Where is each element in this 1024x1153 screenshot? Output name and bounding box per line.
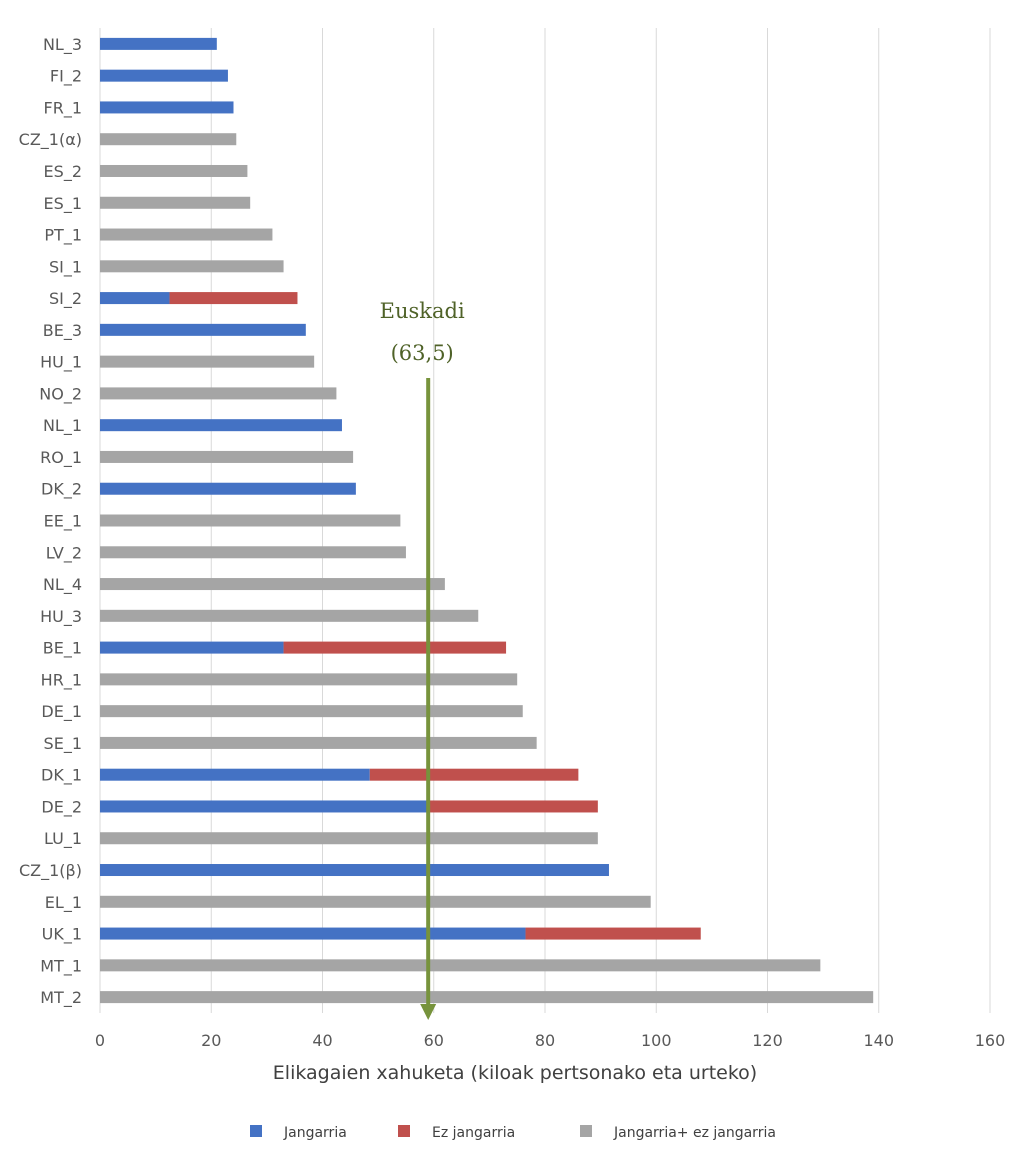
x-tick-label: 60: [424, 1031, 444, 1050]
bar-dk-1-jangarria: [100, 768, 370, 781]
bar-no-2-jangarria-ez-jangarria: [100, 387, 337, 400]
category-label: SI_1: [49, 257, 82, 277]
legend-swatch-jangarria-ez-jangarria: [580, 1125, 592, 1137]
bar-mt-1-jangarria-ez-jangarria: [100, 959, 821, 972]
bar-be-1-ez-jangarria: [283, 641, 507, 654]
category-label: DE_1: [41, 702, 82, 722]
category-label: FR_1: [44, 98, 83, 118]
category-label: HU_3: [40, 607, 82, 627]
category-label: SE_1: [44, 734, 82, 754]
annotation-label: Euskadi: [380, 299, 465, 323]
category-label: EE_1: [44, 512, 82, 532]
bar-lu-1-jangarria-ez-jangarria: [100, 832, 598, 845]
category-label: LV_2: [46, 543, 82, 563]
bar-nl-4-jangarria-ez-jangarria: [100, 578, 445, 591]
x-axis-title: Elikagaien xahuketa (kiloak pertsonako e…: [273, 1062, 757, 1084]
gridlines: [99, 28, 991, 1013]
euskadi-annotation: Euskadi (63,5): [380, 299, 465, 1020]
category-label: LU_1: [44, 829, 82, 849]
legend-swatch-jangarria: [250, 1125, 262, 1137]
category-label: NL_1: [43, 416, 82, 436]
bar-pt-1-jangarria-ez-jangarria: [100, 228, 273, 241]
bar-cz-1-jangarria: [100, 864, 609, 877]
bar-nl-3-jangarria: [100, 37, 217, 50]
bar-cz-1-jangarria-ez-jangarria: [100, 133, 237, 146]
legend: Jangarria Ez jangarria Jangarria+ ez janga…: [250, 1125, 776, 1141]
category-label: CZ_1(β): [19, 861, 82, 881]
category-label: ES_2: [44, 162, 82, 182]
annotation-value: (63,5): [391, 341, 454, 365]
category-label: HU_1: [40, 353, 82, 373]
bar-si-2-ez-jangarria: [169, 292, 298, 305]
bar-ee-1-jangarria-ez-jangarria: [100, 514, 401, 527]
bar-uk-1-ez-jangarria: [525, 927, 701, 940]
x-tick-label: 100: [641, 1031, 672, 1050]
category-label: DK_1: [41, 766, 82, 786]
bar-mt-2-jangarria-ez-jangarria: [100, 991, 874, 1004]
x-tick-label: 80: [535, 1031, 555, 1050]
category-label: BE_1: [43, 639, 82, 659]
bar-hu-1-jangarria-ez-jangarria: [100, 355, 315, 368]
category-label: HR_1: [41, 670, 82, 690]
x-tick-label: 20: [201, 1031, 221, 1050]
category-label: DE_2: [41, 797, 82, 817]
bar-es-1-jangarria-ez-jangarria: [100, 196, 251, 209]
bar-fr-1-jangarria: [100, 101, 234, 114]
category-label: PT_1: [44, 226, 82, 246]
category-label: BE_3: [43, 321, 82, 341]
category-label: EL_1: [45, 893, 82, 913]
category-label: FI_2: [50, 67, 82, 87]
x-tick-label: 160: [975, 1031, 1006, 1050]
bar-dk-2-jangarria: [100, 482, 356, 495]
x-tick-label: 40: [312, 1031, 332, 1050]
category-label: UK_1: [42, 925, 82, 945]
category-label: MT_1: [40, 956, 82, 976]
bar-hr-1-jangarria-ez-jangarria: [100, 673, 518, 686]
bar-lv-2-jangarria-ez-jangarria: [100, 546, 406, 559]
bar-si-2-jangarria: [100, 292, 170, 305]
bar-uk-1-jangarria: [100, 927, 526, 940]
annotation-arrow-head: [420, 1004, 437, 1020]
category-label: ES_1: [44, 194, 82, 214]
bar-nl-1-jangarria: [100, 419, 342, 432]
category-label: NO_2: [39, 384, 82, 404]
bar-dk-1-ez-jangarria: [369, 768, 579, 781]
category-label: CZ_1(α): [19, 130, 82, 150]
legend-swatch-ez-jangarria: [398, 1125, 410, 1137]
legend-label-jangarria-ez-jangarria: Jangarria+ ez jangarria: [613, 1125, 776, 1141]
category-labels: NL_3 FI_2 FR_1 CZ_1(α) ES_2 ES_1 PT_1 SI_1 SI_2 B…: [19, 35, 82, 1008]
legend-label-jangarria: Jangarria: [283, 1125, 347, 1141]
bar-ro-1-jangarria-ez-jangarria: [100, 450, 354, 463]
bar-de-1-jangarria-ez-jangarria: [100, 705, 523, 718]
category-label: NL_4: [43, 575, 82, 595]
bar-be-1-jangarria: [100, 641, 284, 654]
category-label: SI_2: [49, 289, 82, 309]
bar-de-2-jangarria: [100, 800, 429, 813]
bar-si-1-jangarria-ez-jangarria: [100, 260, 284, 273]
category-label: NL_3: [43, 35, 82, 55]
bar-es-2-jangarria-ez-jangarria: [100, 164, 248, 177]
x-tick-label: 140: [863, 1031, 894, 1050]
bar-hu-3-jangarria-ez-jangarria: [100, 609, 479, 622]
bar-de-2-ez-jangarria: [428, 800, 598, 813]
category-label: MT_2: [40, 988, 82, 1008]
bar-el-1-jangarria-ez-jangarria: [100, 895, 651, 908]
x-tick-label: 120: [752, 1031, 783, 1050]
x-tick-label: 0: [95, 1031, 105, 1050]
category-label: RO_1: [40, 448, 82, 468]
bar-be-3-jangarria: [100, 323, 306, 336]
bar-se-1-jangarria-ez-jangarria: [100, 736, 537, 749]
x-tick-labels: 0 20 40 60 80 100 120 140 160: [95, 1031, 1005, 1050]
category-label: DK_2: [41, 480, 82, 500]
bar-fi-2-jangarria: [100, 69, 228, 82]
legend-label-ez-jangarria: Ez jangarria: [432, 1125, 515, 1141]
bars: [100, 37, 874, 1004]
